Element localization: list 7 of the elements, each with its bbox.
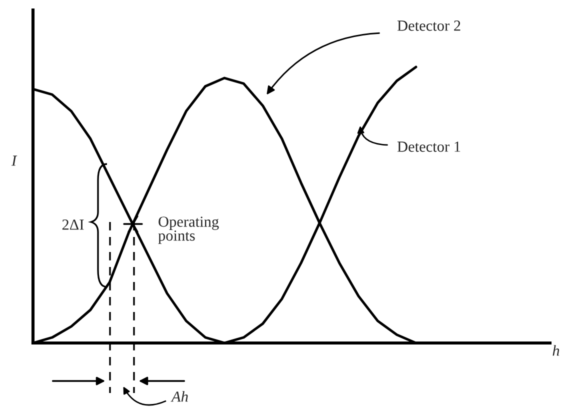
x-axis-title: h xyxy=(552,345,560,356)
text: Ah xyxy=(170,391,188,402)
y-axis-title: I xyxy=(11,156,18,166)
annotation: Operating points xyxy=(158,216,219,244)
legend-label: Detector 1 xyxy=(397,142,460,152)
text: Detector 2 xyxy=(397,20,460,31)
annotation: 2ΔI xyxy=(62,220,84,230)
